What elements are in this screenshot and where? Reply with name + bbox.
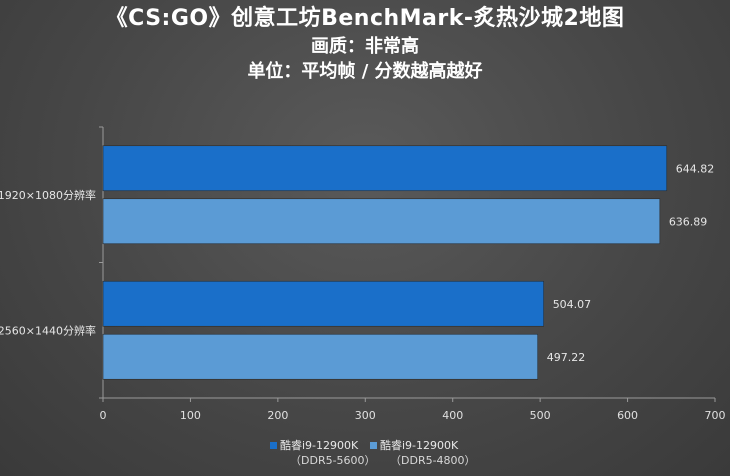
- bar-value-label: 497.22: [547, 351, 586, 364]
- x-tick-label: 400: [442, 409, 463, 422]
- bar: [102, 333, 539, 380]
- x-tick-label: 100: [180, 409, 201, 422]
- chart-subtitle-unit: 单位：平均帧 / 分数越高越好: [247, 61, 483, 82]
- legend-item-ddr5-5600: 酷睿i9-12900K （DDR5-5600）: [270, 438, 380, 468]
- legend-sub-ddr5-4800: （DDR5-4800）: [390, 454, 476, 467]
- bar-value-label: 644.82: [676, 162, 715, 175]
- x-tick-label: 700: [705, 409, 726, 422]
- category-label: 2560×1440分辨率: [0, 323, 96, 337]
- bar: [102, 280, 545, 327]
- bar-value-label: 504.07: [553, 298, 592, 311]
- chart-title: 《CS:GO》创意工坊BenchMark-炙热沙城2地图: [105, 6, 625, 31]
- x-tick-label: 200: [267, 409, 288, 422]
- x-tick-label: 0: [100, 409, 107, 422]
- chart-legend: 酷睿i9-12900K （DDR5-5600） 酷睿i9-12900K （DDR…: [270, 438, 476, 472]
- x-tick-label: 500: [530, 409, 551, 422]
- x-tick-label: 600: [617, 409, 638, 422]
- chart-subtitle-quality: 画质：非常高: [311, 36, 419, 57]
- chart-titles: 《CS:GO》创意工坊BenchMark-炙热沙城2地图 画质：非常高 单位：平…: [0, 4, 730, 84]
- legend-label-ddr5-5600: 酷睿i9-12900K: [280, 439, 359, 452]
- bar: [102, 145, 668, 192]
- bar-value-label: 636.89: [669, 215, 708, 228]
- legend-swatch-ddr5-5600: [270, 441, 277, 449]
- legend-swatch-ddr5-4800: [370, 441, 377, 449]
- x-tick-label: 300: [355, 409, 376, 422]
- category-label: 1920×1080分辨率: [0, 188, 96, 202]
- legend-item-ddr5-4800: 酷睿i9-12900K （DDR5-4800）: [370, 438, 480, 468]
- bar: [102, 198, 661, 245]
- legend-sub-ddr5-5600: （DDR5-5600）: [290, 454, 376, 467]
- legend-label-ddr5-4800: 酷睿i9-12900K: [380, 439, 459, 452]
